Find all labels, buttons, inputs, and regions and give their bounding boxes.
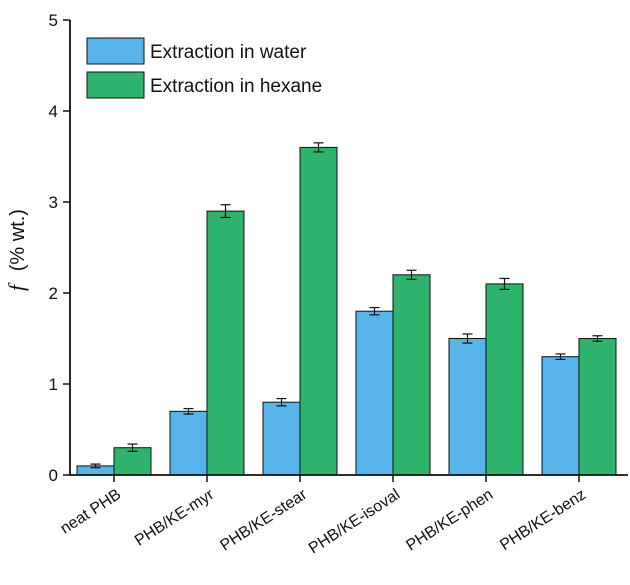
y-axis-label-unit: (% wt.) bbox=[7, 209, 29, 271]
bar-water bbox=[541, 356, 580, 476]
x-tick-label: PHB/KE-isoval bbox=[306, 486, 403, 557]
legend-label-water: Extraction in water bbox=[150, 42, 307, 63]
legend-swatch-water bbox=[86, 37, 145, 65]
x-tick-label: PHB/KE-stear bbox=[217, 486, 310, 555]
legend-swatch-hexane bbox=[86, 71, 145, 99]
axes-layer bbox=[69, 20, 628, 476]
x-tick-label: PHB/KE-phen bbox=[403, 486, 496, 555]
x-tick-label: PHB/KE-myr bbox=[132, 486, 218, 550]
x-tick-label: PHB/KE-benz bbox=[497, 486, 589, 554]
y-tick-label: 3 bbox=[49, 193, 58, 212]
y-axis-label: f (% wt.) bbox=[4, 209, 29, 291]
y-ticks: 0 1 2 3 4 5 bbox=[49, 11, 70, 485]
bar-water bbox=[448, 338, 487, 476]
bar-water bbox=[262, 401, 301, 476]
x-ticks: neat PHB PHB/KE-myr PHB/KE-stearPHB/KE-iso… bbox=[57, 475, 589, 557]
bar-hexane bbox=[578, 338, 617, 476]
bar-hexane bbox=[392, 274, 431, 476]
bar-hexane bbox=[206, 210, 245, 476]
y-tick-label: 2 bbox=[49, 284, 58, 303]
y-tick-label: 5 bbox=[49, 11, 58, 30]
bar-hexane bbox=[299, 146, 338, 476]
bars-layer bbox=[76, 142, 617, 476]
bar-water bbox=[169, 410, 208, 476]
legend: Extraction in water Extraction in hexane bbox=[86, 37, 322, 99]
y-tick-label: 1 bbox=[49, 375, 58, 394]
bar-water bbox=[355, 310, 394, 476]
y-tick-label: 4 bbox=[49, 102, 58, 121]
y-axis-label-symbol: f bbox=[4, 282, 29, 291]
y-tick-label: 0 bbox=[49, 466, 58, 485]
bar-hexane bbox=[485, 283, 524, 476]
x-tick-label: neat PHB bbox=[57, 486, 124, 538]
legend-label-hexane: Extraction in hexane bbox=[150, 76, 322, 97]
